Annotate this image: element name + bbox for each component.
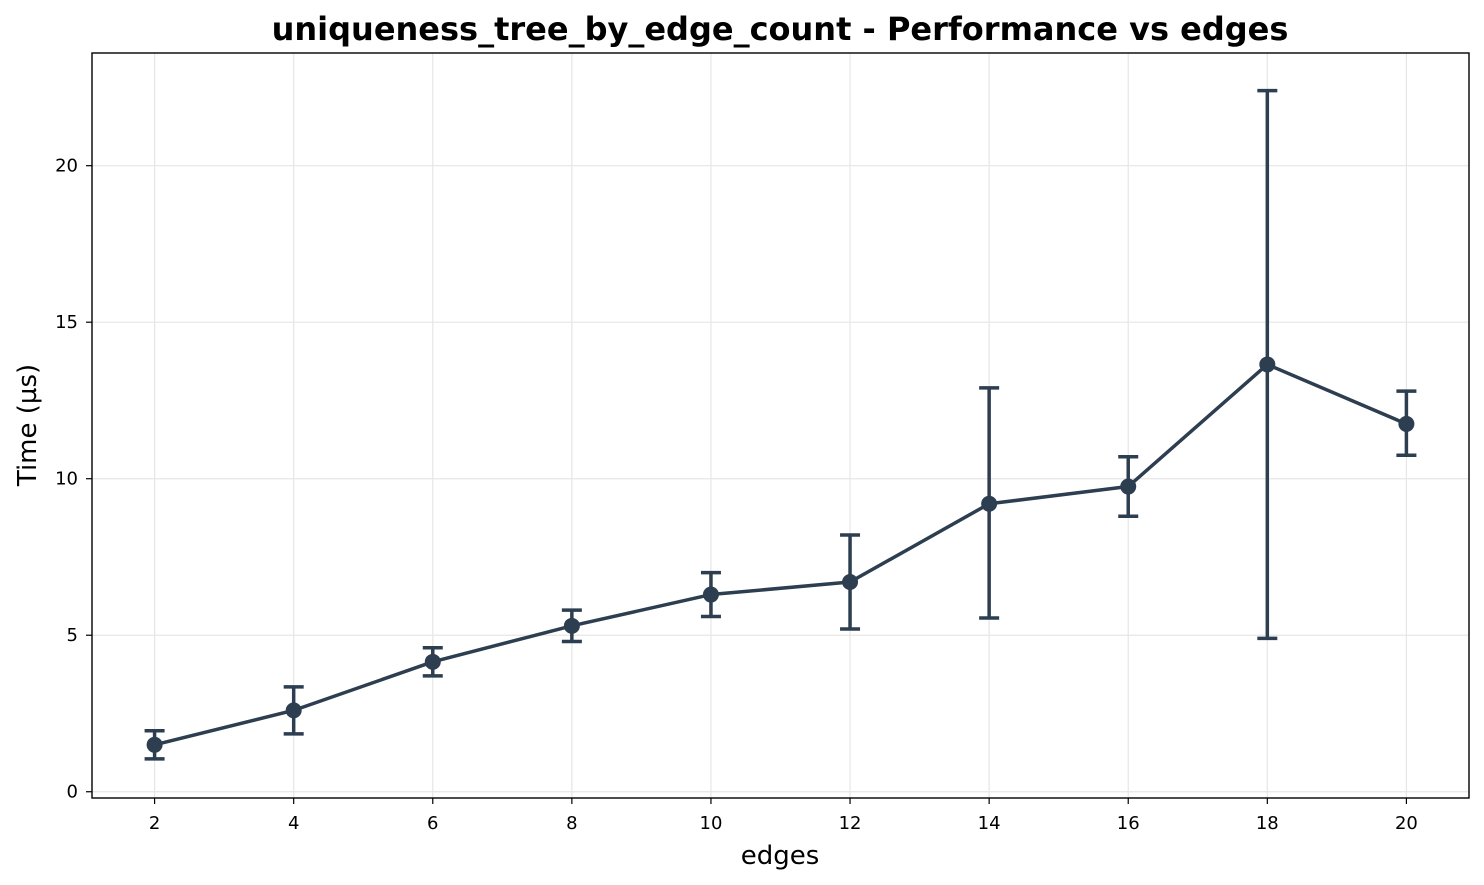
series [144,88,1417,761]
data-point [424,653,441,670]
x-tick-label: 12 [839,813,862,834]
series-line [154,362,1408,747]
data-point [1259,356,1276,373]
x-tick-label: 6 [427,813,438,834]
grid [92,53,1469,798]
x-tick-label: 8 [566,813,577,834]
data-point [981,495,998,512]
data-point [563,617,580,634]
x-tick-label: 16 [1117,813,1140,834]
data-point [285,702,302,719]
chart-title: uniqueness_tree_by_edge_count - Performa… [272,10,1289,48]
x-axis-label: edges [741,841,820,871]
data-point [1120,478,1137,495]
x-tick-label: 2 [149,813,160,834]
y-tick-label: 0 [67,782,78,803]
data-point [1398,415,1415,432]
x-tick-label: 18 [1256,813,1279,834]
data-point [702,586,719,603]
y-tick-label: 15 [55,312,78,333]
x-tick-label: 4 [288,813,299,834]
plot-frame [91,52,1470,799]
x-tick-label: 14 [978,813,1001,834]
y-tick-label: 10 [55,469,78,490]
y-tick-label: 5 [67,625,78,646]
y-tick-label: 20 [55,156,78,177]
axis-ticks: 2 4 6 8 10 12 14 16 18 20 0 5 10 15 20 [55,156,1418,834]
y-axis-label: Time (µs) [13,364,43,487]
x-tick-label: 20 [1395,813,1418,834]
data-point [146,736,163,753]
x-tick-label: 10 [700,813,723,834]
data-point [842,574,859,591]
